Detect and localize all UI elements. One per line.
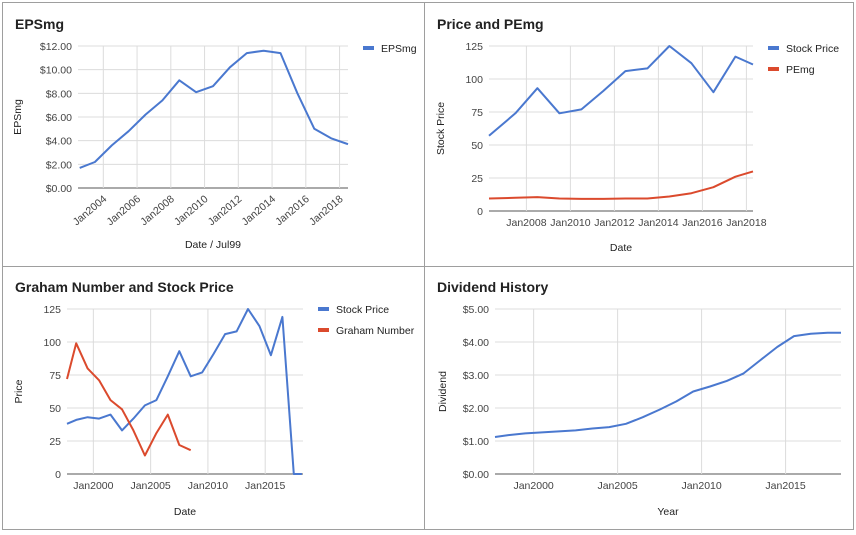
legend-label: Stock Price (786, 43, 839, 55)
x-tick-label: Jan2016 (273, 193, 312, 228)
y-tick-label: $12.00 (40, 41, 72, 53)
y-tick-label: 25 (471, 173, 483, 185)
y-tick-label: $2.00 (463, 403, 489, 415)
y-axis-label: Dividend (437, 371, 449, 412)
x-tick-label: Jan2010 (188, 480, 228, 492)
x-tick-label: Jan2004 (71, 193, 110, 228)
y-tick-label: $1.00 (463, 436, 489, 448)
x-tick-label: Jan2015 (765, 480, 805, 492)
y-tick-label: $0.00 (46, 183, 72, 195)
y-axis-label: Stock Price (435, 102, 447, 155)
graham-number-chart: Graham Number and Stock Price 0 25 50 75 100 1… (13, 279, 415, 518)
legend-swatch (318, 307, 329, 311)
y-tick-label: $0.00 (463, 469, 489, 481)
x-tick-label: Jan2018 (307, 193, 346, 228)
legend-label: EPSmg (381, 43, 417, 55)
series-line-stock-price (488, 45, 754, 137)
y-tick-label: 75 (471, 107, 483, 119)
legend-swatch (363, 46, 374, 50)
y-axis-label: Price (13, 379, 25, 403)
y-tick-label: $10.00 (40, 65, 72, 77)
chart-title: EPSmg (15, 16, 64, 32)
x-tick-label: Jan2015 (245, 480, 285, 492)
y-tick-label: 0 (477, 206, 483, 218)
dividend-history-chart: Dividend History $0.00 $1.00 $2.00 $3.00 $4.0… (437, 279, 841, 518)
series-line-stock-price (66, 308, 302, 475)
chart-panel-epsmg: EPSmg $0.00 $2.00 $4.00 $6.00 $8.00 $10.00 $12.… (2, 2, 425, 267)
y-tick-label: $8.00 (46, 88, 72, 100)
legend-swatch (768, 67, 779, 71)
series-line-graham-number (66, 342, 192, 457)
x-axis-label: Date (610, 242, 632, 254)
y-tick-label: 100 (465, 74, 483, 86)
x-axis-label: Date (174, 506, 196, 518)
y-tick-label: 75 (49, 370, 61, 382)
x-tick-label: Jan2012 (594, 217, 634, 229)
y-tick-label: $4.00 (46, 136, 72, 148)
chart-title: Graham Number and Stock Price (15, 279, 234, 295)
y-tick-label: $3.00 (463, 370, 489, 382)
x-tick-label: Jan2012 (206, 193, 245, 228)
legend-label: PEmg (786, 64, 815, 76)
chart-panel-graham: Graham Number and Stock Price 0 25 50 75 100 1… (2, 266, 425, 530)
x-tick-label: Jan2010 (681, 480, 721, 492)
chart-title: Price and PEmg (437, 16, 544, 32)
x-tick-label: Jan2005 (130, 480, 170, 492)
x-tick-label: Jan2000 (513, 480, 553, 492)
y-axis-label: EPSmg (12, 99, 24, 135)
epsmg-chart: EPSmg $0.00 $2.00 $4.00 $6.00 $8.00 $10.00 $12.… (12, 16, 417, 251)
y-tick-label: 0 (55, 469, 61, 481)
x-tick-label: Jan2010 (172, 193, 211, 228)
x-tick-label: Jan2014 (638, 217, 678, 229)
chart-panel-dividend: Dividend History $0.00 $1.00 $2.00 $3.00 $4.0… (424, 266, 854, 530)
x-tick-label: Jan2010 (550, 217, 590, 229)
y-tick-label: 50 (471, 140, 483, 152)
y-tick-label: 100 (43, 337, 61, 349)
y-tick-label: $2.00 (46, 159, 72, 171)
series-line-pemg (488, 170, 754, 200)
legend-label: Graham Number (336, 325, 415, 337)
x-tick-label: Jan2000 (73, 480, 113, 492)
chart-title: Dividend History (437, 279, 548, 295)
x-axis-label: Date / Jul99 (185, 239, 241, 251)
price-pemg-chart: Price and PEmg 0 25 50 75 100 125 Jan2008 Jan201… (435, 16, 839, 254)
y-tick-label: $6.00 (46, 112, 72, 124)
legend-swatch (768, 46, 779, 50)
x-tick-label: Jan2018 (726, 217, 766, 229)
legend-label: Stock Price (336, 304, 389, 316)
chart-panel-price-pemg: Price and PEmg 0 25 50 75 100 125 Jan2008 Jan201… (424, 2, 854, 267)
x-tick-label: Jan2006 (104, 193, 143, 228)
x-tick-label: Jan2008 (138, 193, 177, 228)
y-tick-label: 125 (465, 41, 483, 53)
y-tick-label: 50 (49, 403, 61, 415)
x-tick-label: Jan2014 (239, 193, 278, 228)
series-line-dividend (494, 331, 841, 438)
legend-swatch (318, 328, 329, 332)
series-line-epsmg (79, 49, 349, 169)
y-tick-label: $5.00 (463, 304, 489, 316)
y-tick-label: $4.00 (463, 337, 489, 349)
y-tick-label: 125 (43, 304, 61, 316)
x-tick-label: Jan2016 (682, 217, 722, 229)
x-tick-label: Jan2005 (597, 480, 637, 492)
x-axis-label: Year (657, 506, 679, 518)
x-tick-label: Jan2008 (506, 217, 546, 229)
y-tick-label: 25 (49, 436, 61, 448)
